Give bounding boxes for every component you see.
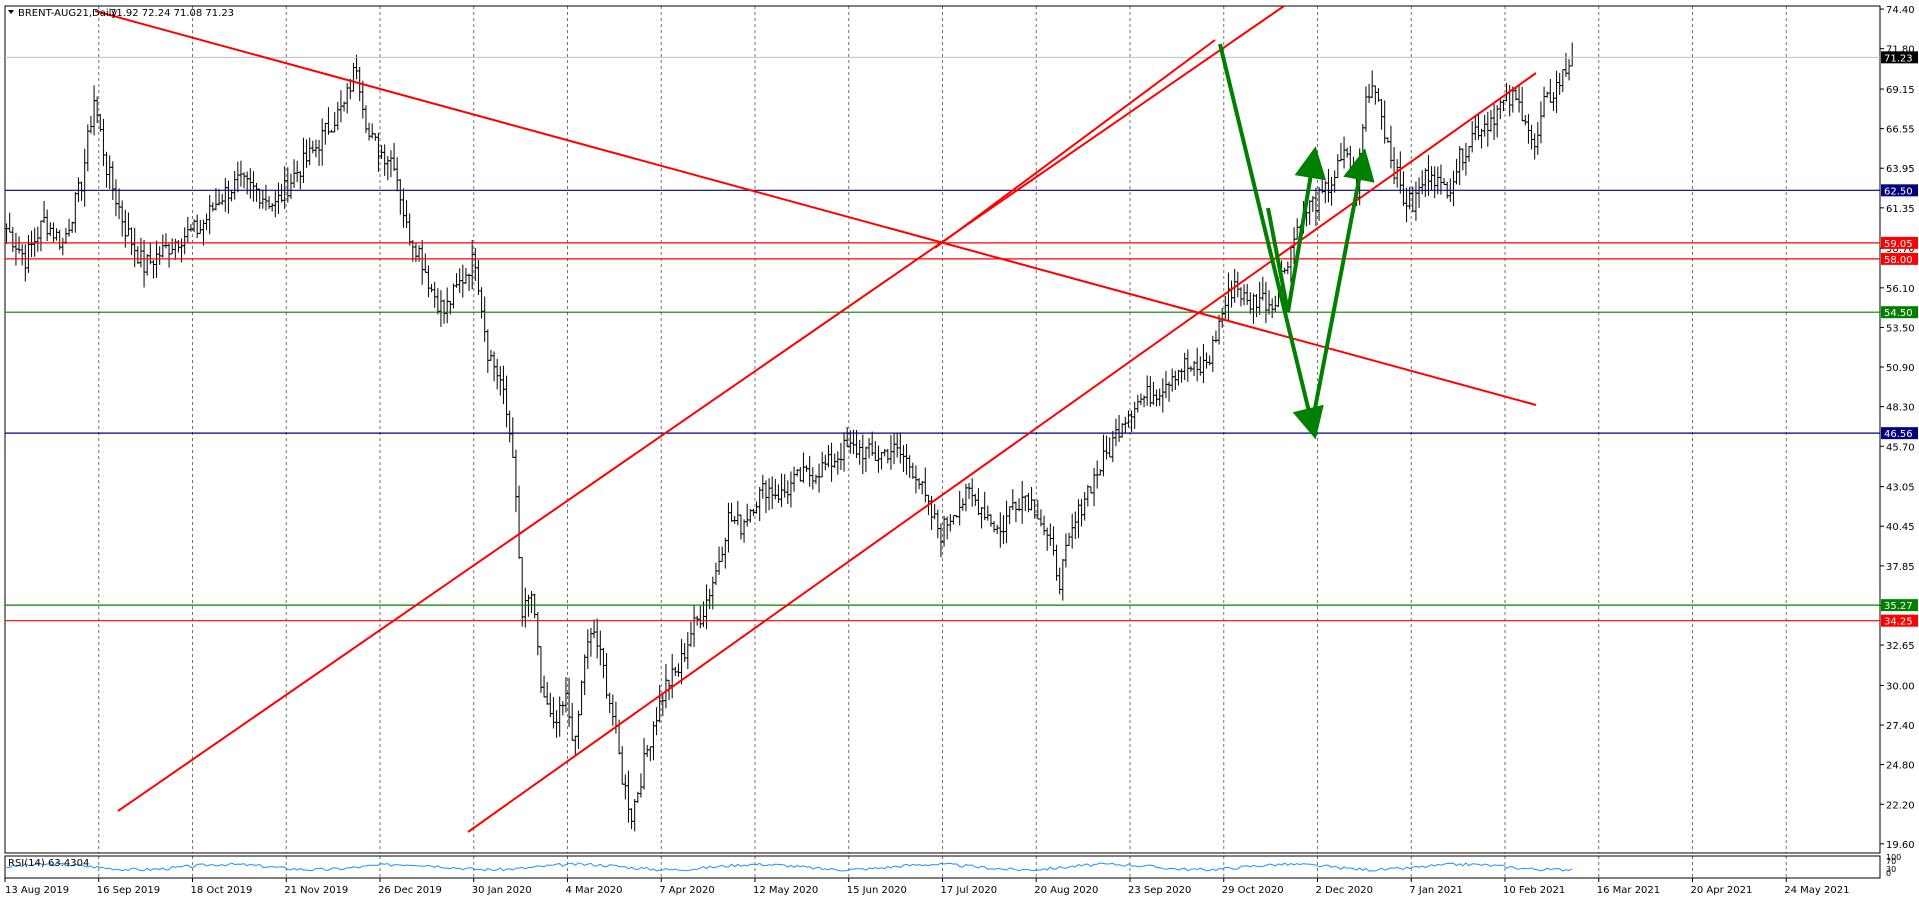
- price-tag-label: 59.05: [1884, 239, 1913, 250]
- y-tick-label: 30.00: [1886, 681, 1915, 692]
- y-tick-label: 63.95: [1886, 164, 1915, 175]
- price-tag-label: 34.25: [1884, 617, 1913, 628]
- projection-arrow[interactable]: [1286, 146, 1327, 313]
- x-tick-label: 20 Aug 2020: [1034, 885, 1098, 896]
- ohlc-label: 71.92 72.24 71.08 71.23: [110, 8, 234, 19]
- rsi-indicator-label: RSI(14) 63.4304: [8, 858, 89, 869]
- y-tick-label: 24.80: [1886, 761, 1915, 772]
- price-tag: [1881, 427, 1918, 440]
- x-tick-label: 18 Oct 2019: [191, 885, 253, 896]
- collapse-triangle-icon[interactable]: [8, 10, 14, 14]
- x-tick-label: 16 Sep 2019: [97, 885, 160, 896]
- price-tag-label: 35.27: [1884, 601, 1913, 612]
- price-tag: [1881, 252, 1918, 265]
- x-tick-label: 10 Feb 2021: [1503, 885, 1565, 896]
- price-tag: [1881, 236, 1918, 249]
- y-tick-label: 61.35: [1886, 204, 1915, 215]
- x-tick-label: 21 Nov 2019: [284, 885, 348, 896]
- x-tick-label: 23 Sep 2020: [1128, 885, 1191, 896]
- projection-arrow[interactable]: [1266, 207, 1290, 313]
- price-tag-label: 46.56: [1884, 429, 1913, 440]
- x-tick-label: 24 May 2021: [1784, 885, 1849, 896]
- y-tick-label: 19.60: [1886, 840, 1915, 851]
- current-price-label: 71.23: [1884, 53, 1913, 64]
- x-tick-label: 2 Dec 2020: [1316, 885, 1374, 896]
- y-tick-label: 50.90: [1886, 363, 1915, 374]
- price-tag: [1881, 599, 1918, 612]
- price-tag: [1881, 184, 1918, 197]
- y-tick-label: 43.05: [1886, 483, 1915, 494]
- symbol-label: BRENT-AUG21,Daily: [18, 8, 117, 19]
- plot-frame: [4, 5, 1881, 854]
- y-tick-label: 56.10: [1886, 284, 1915, 295]
- x-tick-label: 4 Mar 2020: [566, 885, 623, 896]
- trendline[interactable]: [467, 72, 1537, 833]
- projection-arrow[interactable]: [1218, 43, 1324, 440]
- x-tick-label: 17 Jul 2020: [941, 885, 998, 896]
- y-tick-label: 69.15: [1886, 85, 1915, 96]
- rsi-scale-label: 70: [1886, 857, 1896, 866]
- rsi-line: [6, 862, 1573, 872]
- y-tick-label: 22.20: [1886, 800, 1915, 811]
- y-tick-label: 32.65: [1886, 641, 1915, 652]
- rsi-scale-label: 30: [1886, 865, 1896, 874]
- x-tick-label: 7 Jan 2021: [1409, 885, 1463, 896]
- price-tag-label: 58.00: [1884, 255, 1913, 266]
- x-tick-label: 29 Oct 2020: [1222, 885, 1284, 896]
- x-tick-label: 30 Jan 2020: [472, 885, 532, 896]
- current-price-tag: [1881, 51, 1918, 64]
- rsi-scale-label: 0: [1886, 869, 1891, 878]
- y-tick-label: 48.30: [1886, 403, 1915, 414]
- price-tag: [1881, 614, 1918, 627]
- x-tick-label: 12 May 2020: [753, 885, 818, 896]
- y-tick-label: 74.40: [1886, 5, 1915, 16]
- y-tick-label: 45.70: [1886, 442, 1915, 453]
- x-tick-label: 13 Aug 2019: [5, 885, 69, 896]
- y-tick-label: 27.40: [1886, 721, 1915, 732]
- y-tick-label: 40.45: [1886, 522, 1915, 533]
- price-tag-label: 54.50: [1884, 308, 1913, 319]
- price-tag: [1881, 306, 1918, 319]
- rsi-scale-label: 100: [1886, 853, 1901, 862]
- price-tag-label: 62.50: [1884, 186, 1913, 197]
- x-tick-label: 20 Apr 2021: [1691, 885, 1753, 896]
- y-tick-label: 37.85: [1886, 562, 1915, 573]
- y-tick-label: 66.55: [1886, 125, 1915, 136]
- trendline[interactable]: [934, 39, 1216, 249]
- trendline[interactable]: [117, 5, 1285, 812]
- projection-arrow[interactable]: [1310, 148, 1375, 425]
- x-tick-label: 16 Mar 2021: [1597, 885, 1660, 896]
- y-tick-label: 58.70: [1886, 244, 1915, 255]
- x-tick-label: 26 Dec 2019: [378, 885, 442, 896]
- y-tick-label: 53.50: [1886, 323, 1915, 334]
- y-tick-label: 71.80: [1886, 45, 1915, 56]
- x-tick-label: 7 Apr 2020: [659, 885, 714, 896]
- trendline[interactable]: [94, 10, 1537, 406]
- x-tick-label: 15 Jun 2020: [847, 885, 907, 896]
